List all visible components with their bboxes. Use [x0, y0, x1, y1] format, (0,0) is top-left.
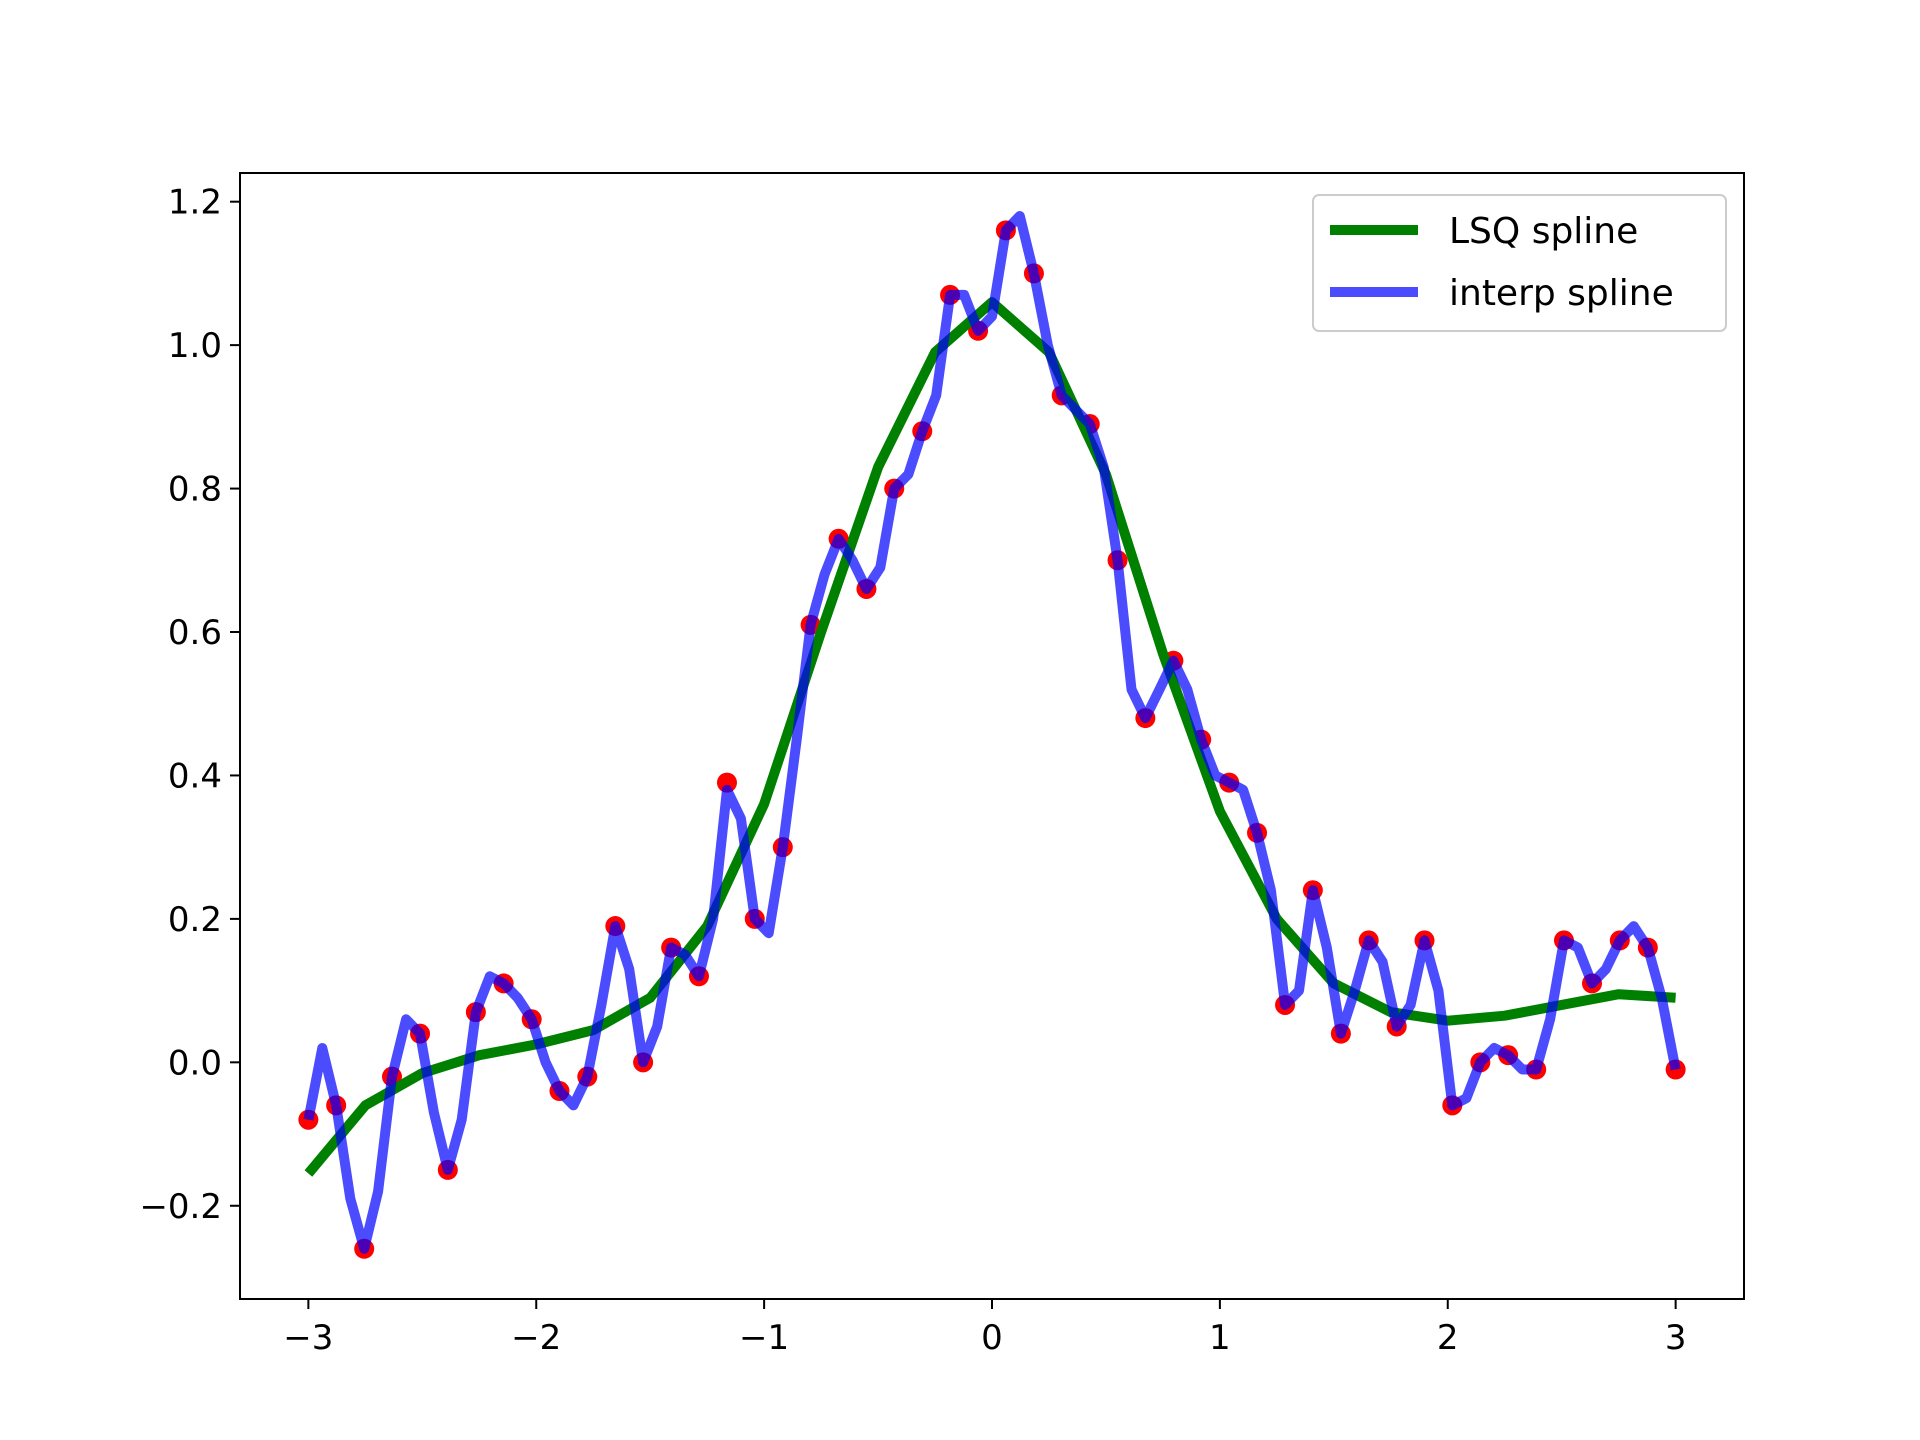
- y-tick-label: 0.4: [168, 756, 222, 796]
- x-tick-label: 2: [1437, 1318, 1459, 1358]
- x-tick-label: −3: [283, 1318, 333, 1358]
- legend-label-lsq: LSQ spline: [1449, 211, 1638, 252]
- x-axis: −3 −2 −1 0 1 2 3: [283, 1299, 1686, 1358]
- y-tick-label: 0.6: [168, 613, 222, 653]
- interp-spline-line: [303, 211, 1681, 1254]
- plot-area: [240, 173, 1744, 1299]
- y-tick-label: 0.0: [168, 1043, 222, 1083]
- x-tick-label: −1: [739, 1318, 789, 1358]
- x-tick-label: 3: [1665, 1318, 1687, 1358]
- y-axis: −0.2 0.0 0.2 0.4 0.6 0.8 1.0 1.2: [139, 183, 240, 1227]
- x-tick-label: −2: [511, 1318, 561, 1358]
- x-tick-label: 1: [1209, 1318, 1231, 1358]
- data-point: [716, 772, 737, 793]
- legend: LSQ spline interp spline: [1312, 194, 1727, 332]
- y-tick-label: 0.2: [168, 900, 222, 940]
- y-tick-label: −0.2: [139, 1187, 222, 1227]
- legend-label-interp: interp spline: [1449, 273, 1674, 314]
- y-tick-label: 1.0: [168, 326, 222, 366]
- y-tick-label: 0.8: [168, 470, 222, 510]
- x-tick-label: 0: [981, 1318, 1003, 1358]
- y-tick-label: 1.2: [168, 183, 222, 223]
- series-lines: [303, 211, 1681, 1254]
